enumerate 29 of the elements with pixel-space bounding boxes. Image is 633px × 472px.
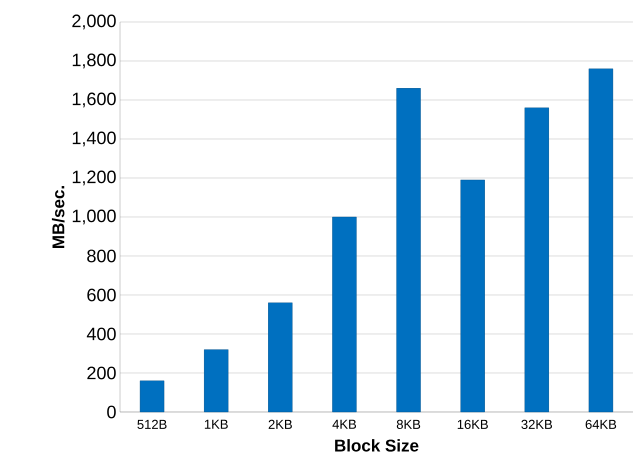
x-tick-label: 512B — [137, 420, 167, 429]
y-tick-label: 1,200 — [72, 170, 116, 186]
y-tick-label: 1,400 — [72, 132, 116, 146]
bar — [332, 216, 357, 412]
y-tick-label: 1,800 — [72, 54, 116, 68]
x-tick-label: 64KB — [586, 420, 616, 429]
y-tick-label: 1,600 — [72, 92, 116, 108]
y-tick-label: 2,000 — [72, 14, 116, 30]
x-tick-label: 8KB — [396, 420, 420, 429]
bar — [524, 108, 549, 412]
bar — [588, 68, 614, 412]
y-tick-label: 1,000 — [72, 210, 116, 224]
x-tick-label: 32KB — [521, 420, 552, 429]
y-tick-label: 800 — [87, 250, 116, 262]
x-tick-label: 16KB — [458, 420, 488, 429]
x-axis-title: Block Size — [335, 439, 418, 452]
bar — [396, 88, 421, 412]
y-tick-label: 0 — [107, 406, 116, 418]
y-tick-label: 600 — [87, 288, 116, 302]
bar — [204, 349, 228, 412]
x-tick-label: 2KB — [268, 420, 292, 429]
bar — [140, 380, 164, 412]
bar — [268, 302, 293, 412]
y-axis-title: MB/sec. — [52, 186, 65, 248]
x-tick-label: 4KB — [332, 420, 356, 429]
bar — [460, 180, 485, 412]
y-tick-label: 200 — [87, 366, 116, 380]
y-tick-label: 400 — [86, 328, 116, 340]
x-tick-label: 1KB — [204, 420, 228, 429]
